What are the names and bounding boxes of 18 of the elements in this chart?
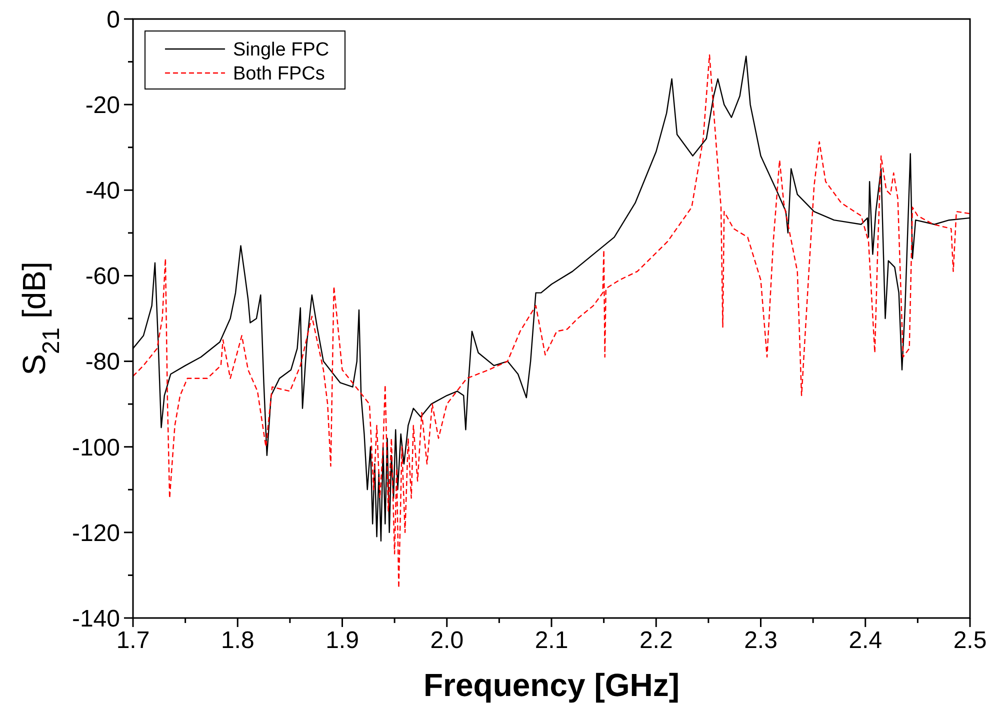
y-tick-label: -100	[72, 434, 120, 462]
y-tick-label: 0	[106, 6, 120, 34]
x-tick-label: 2.3	[744, 627, 778, 654]
x-tick-label: 1.9	[326, 627, 359, 654]
x-tick-label: 1.8	[220, 627, 254, 654]
x-tick-label: 2.4	[848, 627, 882, 654]
y-tick-label: -60	[85, 263, 120, 290]
x-tick-label: 2.5	[953, 627, 987, 654]
legend-label: Single FPC	[233, 40, 330, 61]
x-axis-title: Frequency [GHz]	[423, 667, 680, 703]
y-tick-label: -80	[85, 348, 120, 376]
y-tick-label: -120	[72, 520, 120, 547]
x-tick-label: 2.1	[534, 627, 568, 654]
legend-label: Both FPCs	[233, 64, 325, 85]
y-tick-label: -40	[85, 178, 120, 205]
x-tick-label: 2.0	[430, 627, 464, 654]
y-tick-label: -20	[85, 92, 120, 119]
x-tick-label: 2.2	[639, 627, 673, 654]
